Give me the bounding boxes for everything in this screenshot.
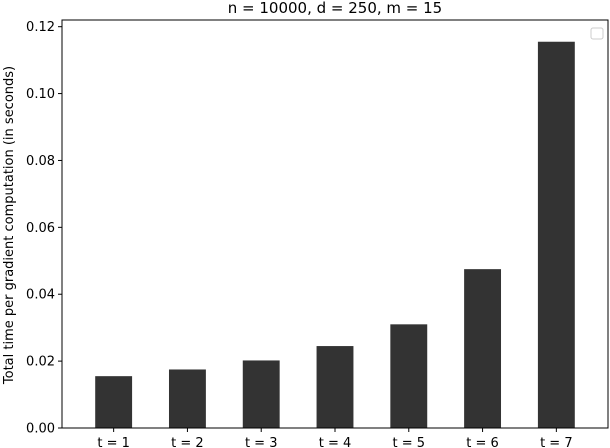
y-tick-label: 0.00 [26, 422, 55, 437]
bar-5 [390, 324, 428, 428]
bars-group [95, 41, 575, 429]
y-tick-label: 0.04 [26, 288, 55, 303]
x-tick-label: t = 3 [245, 436, 278, 448]
y-tick-label: 0.10 [26, 87, 55, 102]
x-tick-label: t = 1 [97, 436, 130, 448]
chart-title: n = 10000, d = 250, m = 15 [228, 0, 442, 17]
bar-2 [168, 369, 206, 428]
bar-1 [95, 376, 133, 428]
legend-box [590, 27, 604, 40]
plot-frame [61, 19, 609, 429]
y-axis-ticks: 0.00 0.02 0.04 0.06 0.08 0.10 0.12 [26, 20, 62, 437]
x-tick-label: t = 5 [393, 436, 426, 448]
bar-4 [316, 346, 354, 428]
y-tick-label: 0.02 [26, 355, 55, 370]
bar-7 [537, 41, 575, 429]
bar-3 [242, 360, 280, 428]
x-tick-label: t = 6 [466, 436, 499, 448]
x-tick-label: t = 2 [171, 436, 204, 448]
y-tick-label: 0.06 [26, 221, 55, 236]
y-tick-label: 0.12 [26, 20, 55, 35]
y-axis-label: Total time per gradient computation (in … [2, 66, 17, 385]
x-tick-label: t = 4 [319, 436, 352, 448]
x-axis-ticks: t = 1 t = 2 t = 3 t = 4 t = 5 t = 6 t = 7 [97, 428, 573, 448]
x-tick-label: t = 7 [540, 436, 573, 448]
bar-6 [464, 269, 502, 428]
y-tick-label: 0.08 [26, 154, 55, 169]
